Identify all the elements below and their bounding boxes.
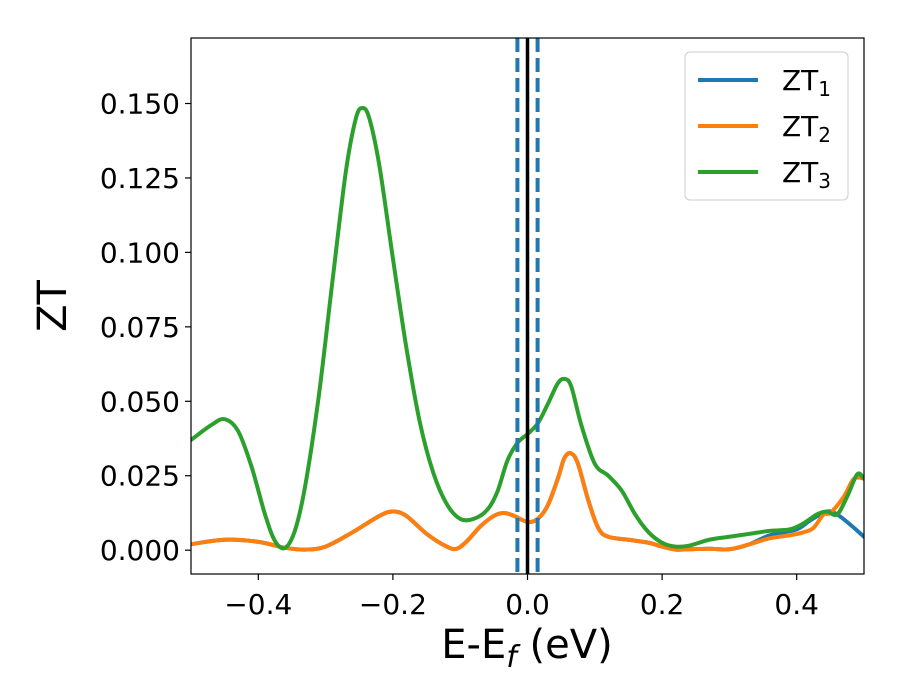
legend-label-main: ZT — [782, 110, 819, 143]
x-tick-label: −0.2 — [359, 588, 427, 621]
y-tick-label: 0.050 — [100, 385, 180, 418]
y-tick-label: 0.025 — [100, 460, 180, 493]
reference-lines — [515, 38, 540, 574]
x-tick-label: −0.4 — [224, 588, 292, 621]
legend-label-zt3: ZT3 — [782, 156, 831, 193]
x-axis-ticks: −0.4 −0.2 0.0 0.2 0.4 — [224, 574, 819, 621]
y-tick-label: 0.150 — [100, 88, 180, 121]
x-axis-label-unit: (eV) — [517, 622, 613, 668]
series-line-zt3 — [191, 105, 864, 551]
x-axis-label: E-Ef (eV) — [441, 622, 612, 675]
y-tick-label: 0.000 — [100, 534, 180, 567]
legend-label-main: ZT — [782, 64, 819, 97]
y-tick-label: 0.125 — [100, 162, 180, 195]
y-axis-ticks: 0.000 0.025 0.050 0.075 0.100 0.125 0.150 — [100, 88, 191, 567]
y-tick-label: 0.075 — [100, 311, 180, 344]
legend-box — [684, 51, 849, 201]
y-tick-label: 0.100 — [100, 236, 180, 269]
series-line-zt2 — [191, 451, 864, 552]
x-tick-label: 0.2 — [640, 588, 685, 621]
x-axis-label-main: E-E — [441, 622, 506, 668]
series-layer — [191, 105, 864, 552]
legend-label-main: ZT — [782, 156, 819, 189]
legend-label-subscript: 1 — [818, 77, 831, 101]
x-tick-label: 0.0 — [505, 588, 550, 621]
legend-label-subscript: 2 — [818, 123, 831, 147]
legend-label-zt2: ZT2 — [782, 110, 831, 147]
x-tick-label: 0.4 — [774, 588, 819, 621]
legend-label-zt1: ZT1 — [782, 64, 831, 101]
y-axis-label: ZT — [30, 280, 76, 332]
legend-label-subscript: 3 — [818, 169, 831, 193]
